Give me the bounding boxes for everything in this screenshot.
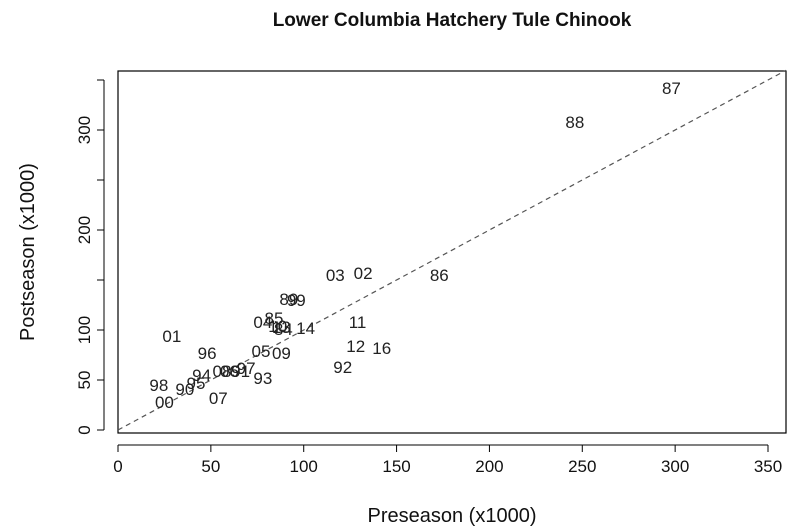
point-label-98: 98 bbox=[149, 376, 168, 395]
point-label-93: 93 bbox=[253, 369, 272, 388]
point-label-00: 00 bbox=[155, 393, 174, 412]
point-label-85: 85 bbox=[265, 309, 284, 328]
point-label-95: 95 bbox=[187, 374, 206, 393]
point-label-01: 01 bbox=[162, 327, 181, 346]
x-tick-label: 200 bbox=[475, 457, 503, 476]
point-label-84: 84 bbox=[274, 320, 293, 339]
point-label-16: 16 bbox=[372, 339, 391, 358]
x-tick-label: 0 bbox=[113, 457, 122, 476]
point-label-11: 11 bbox=[349, 313, 367, 332]
point-label-99: 99 bbox=[287, 291, 306, 310]
point-label-03: 03 bbox=[326, 266, 345, 285]
x-tick-label: 350 bbox=[754, 457, 782, 476]
reference-line bbox=[117, 69, 787, 431]
plot-frame bbox=[117, 70, 787, 434]
point-label-86: 86 bbox=[430, 266, 449, 285]
point-label-87: 87 bbox=[662, 79, 681, 98]
x-tick-label: 100 bbox=[290, 457, 318, 476]
y-axis: 0 50 100 200 300 bbox=[75, 79, 105, 435]
point-label-96: 96 bbox=[198, 344, 217, 363]
point-label-07: 07 bbox=[209, 389, 228, 408]
x-tick-label: 300 bbox=[661, 457, 689, 476]
point-label-97: 97 bbox=[237, 359, 256, 378]
point-label-92: 92 bbox=[333, 358, 352, 377]
x-tick-label: 150 bbox=[382, 457, 410, 476]
point-label-94: 94 bbox=[192, 366, 211, 385]
point-label-88: 88 bbox=[565, 113, 584, 132]
point-label-90: 90 bbox=[175, 380, 194, 399]
point-label-10: 10 bbox=[268, 317, 287, 336]
point-label-08: 08 bbox=[213, 362, 232, 381]
x-tick-label: 50 bbox=[201, 457, 220, 476]
point-label-06: 06 bbox=[220, 362, 239, 381]
x-axis-label: Preseason (x1000) bbox=[368, 505, 537, 527]
point-label-09: 09 bbox=[272, 344, 291, 363]
y-tick-label: 50 bbox=[75, 371, 94, 390]
chart-title: Lower Columbia Hatchery Tule Chinook bbox=[273, 10, 632, 31]
y-tick-label: 200 bbox=[75, 216, 94, 244]
point-label-89: 89 bbox=[279, 290, 298, 309]
point-label-12: 12 bbox=[346, 337, 365, 356]
point-label-02: 02 bbox=[354, 264, 373, 283]
point-label-04: 04 bbox=[253, 313, 272, 332]
x-tick-label: 250 bbox=[568, 457, 596, 476]
y-tick-label: 100 bbox=[75, 316, 94, 344]
point-label-91: 91 bbox=[231, 362, 250, 381]
y-axis-label: Postseason (x1000) bbox=[17, 163, 39, 341]
y-tick-label: 0 bbox=[75, 425, 94, 434]
y-tick-label: 300 bbox=[75, 116, 94, 144]
point-label-05: 05 bbox=[252, 342, 271, 361]
x-axis: 0 50 100 150 200 250 300 350 bbox=[113, 444, 782, 476]
point-label-14: 14 bbox=[296, 319, 315, 338]
point-label-13: 13 bbox=[272, 318, 291, 337]
